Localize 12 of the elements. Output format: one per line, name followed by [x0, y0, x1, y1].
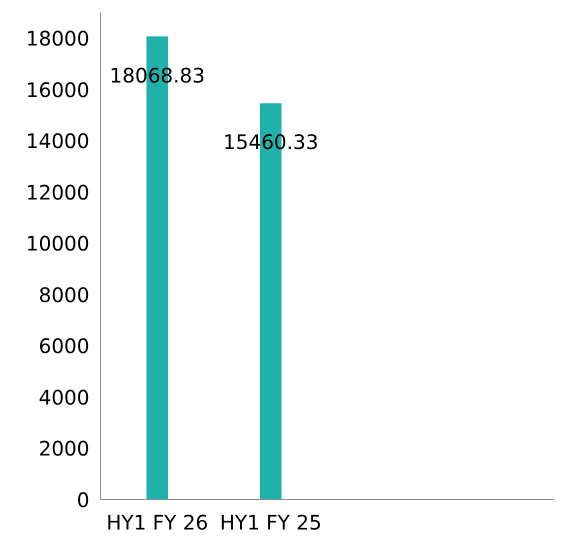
- x-tick-label: HY1 FY 26: [106, 510, 208, 534]
- y-tick-label: 18000: [26, 26, 90, 51]
- x-tick-label: HY1 FY 25: [220, 510, 322, 534]
- y-tick-label: 2000: [38, 436, 90, 461]
- y-tick-label: 0: [76, 488, 90, 512]
- y-tick-label: 16000: [26, 78, 90, 102]
- y-tick-label: 4000: [38, 385, 90, 410]
- y-tick-label: 6000: [38, 334, 90, 358]
- y-tick-label: 8000: [38, 282, 90, 307]
- y-tick-label: 14000: [26, 129, 90, 154]
- y-tick-label: 10000: [26, 232, 90, 256]
- y-tick-label: 12000: [26, 180, 90, 204]
